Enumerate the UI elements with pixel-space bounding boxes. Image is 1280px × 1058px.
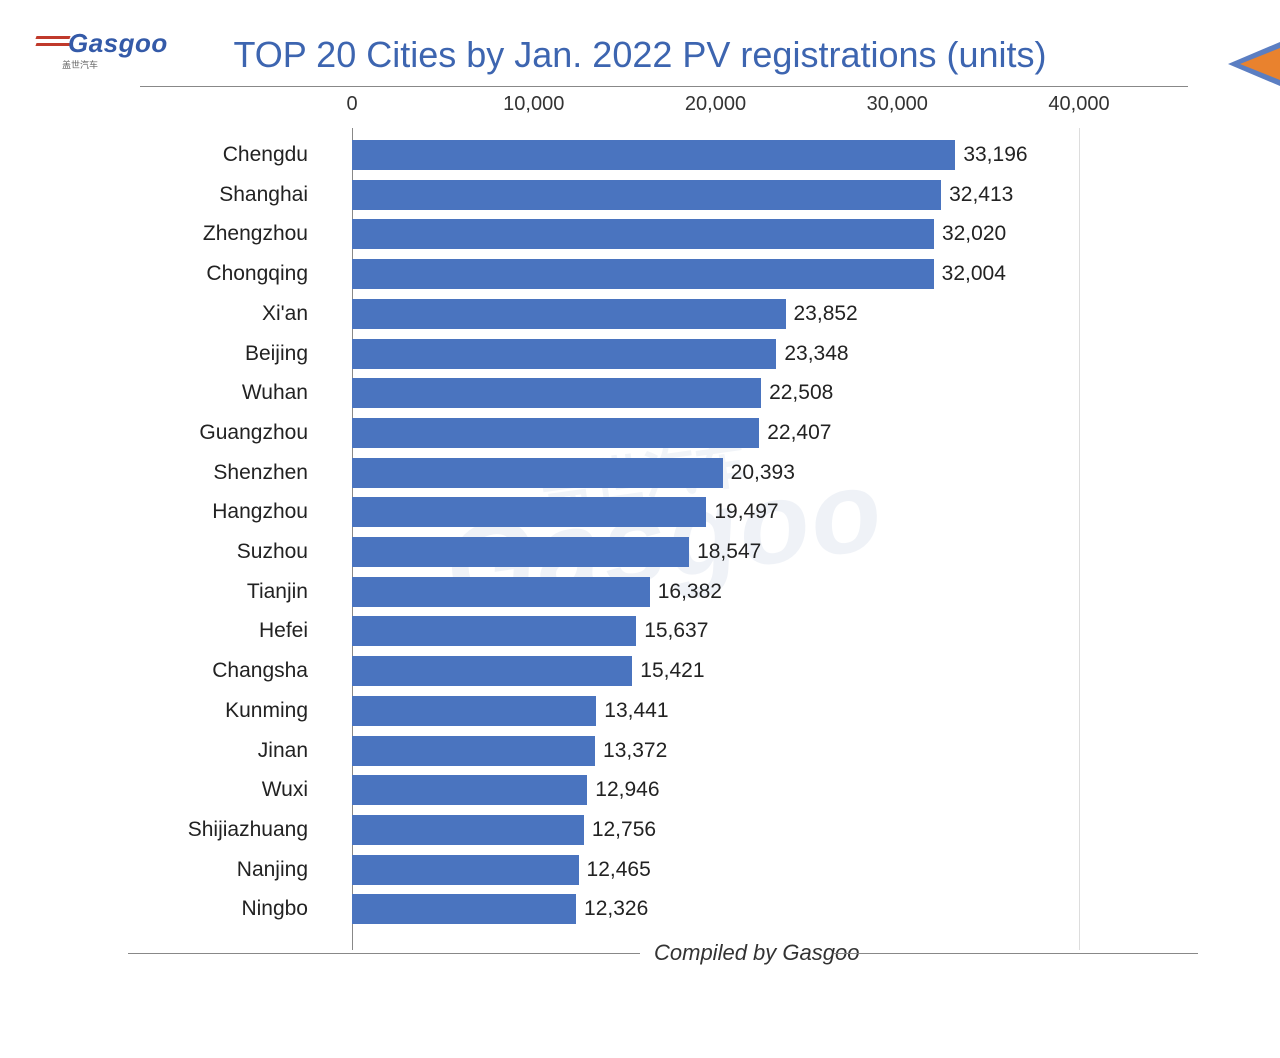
bar: [352, 378, 761, 408]
brand-subtitle: 盖世汽车: [62, 58, 98, 71]
bar-category-label: Jinan: [258, 739, 330, 763]
footer-divider-right: [834, 953, 1198, 954]
bar: [352, 140, 955, 170]
x-tick-label: 40,000: [1048, 93, 1109, 116]
bar-category-label: Tianjin: [247, 580, 330, 604]
bar-row: Xi'an 23,852: [140, 299, 1188, 329]
bar-value-label: 22,407: [759, 421, 831, 445]
bar-value-label: 23,348: [776, 342, 848, 366]
bar: [352, 458, 723, 488]
bar-value-label: 12,756: [584, 818, 656, 842]
bar-row: Nanjing 12,465: [140, 855, 1188, 885]
bar-value-label: 13,372: [595, 739, 667, 763]
bar: [352, 656, 632, 686]
bar-value-label: 32,020: [934, 222, 1006, 246]
bar-category-label: Ningbo: [241, 897, 330, 921]
footer-credit: Compiled by Gasgoo: [654, 940, 859, 966]
bar-row: Shanghai 32,413: [140, 180, 1188, 210]
bar-value-label: 23,852: [786, 302, 858, 326]
bar-category-label: Beijing: [245, 342, 330, 366]
bar-category-label: Chengdu: [223, 143, 330, 167]
bar-row: Wuhan 22,508: [140, 378, 1188, 408]
bar-row: Changsha 15,421: [140, 656, 1188, 686]
bar-row: Shenzhen 20,393: [140, 458, 1188, 488]
bar-row: Zhengzhou 32,020: [140, 219, 1188, 249]
bar-category-label: Xi'an: [262, 302, 330, 326]
bar: [352, 219, 934, 249]
x-tick-label: 0: [346, 93, 357, 116]
chart-area: 010,00020,00030,00040,000 盖世汽车 Gasgoo Ch…: [140, 90, 1188, 950]
bar-row: Ningbo 12,326: [140, 894, 1188, 924]
bar: [352, 537, 689, 567]
plot-region: 盖世汽车 Gasgoo Chengdu33,196Shanghai32,413Z…: [140, 128, 1188, 950]
x-tick-label: 20,000: [685, 93, 746, 116]
bar: [352, 696, 596, 726]
bar: [352, 775, 587, 805]
bar-row: Hangzhou 19,497: [140, 497, 1188, 527]
bar: [352, 339, 776, 369]
bar-row: Chengdu 33,196: [140, 140, 1188, 170]
bar-row: Chongqing 32,004: [140, 259, 1188, 289]
bar-category-label: Shijiazhuang: [188, 818, 330, 842]
bar-category-label: Shanghai: [219, 183, 330, 207]
bar-category-label: Wuhan: [242, 381, 330, 405]
bar: [352, 616, 636, 646]
bar-value-label: 13,441: [596, 699, 668, 723]
bar-row: Wuxi 12,946: [140, 775, 1188, 805]
bar-category-label: Chongqing: [206, 262, 330, 286]
bar-value-label: 12,465: [579, 858, 651, 882]
bar-value-label: 15,637: [636, 619, 708, 643]
bar: [352, 259, 934, 289]
bar: [352, 577, 650, 607]
bar: [352, 736, 595, 766]
bar: [352, 894, 576, 924]
x-tick-label: 30,000: [867, 93, 928, 116]
bar-category-label: Guangzhou: [199, 421, 330, 445]
logo-stripes: [36, 36, 70, 54]
footer-divider-left: [128, 953, 640, 954]
bar-row: Beijing 23,348: [140, 339, 1188, 369]
bar: [352, 815, 584, 845]
bar-row: Jinan 13,372: [140, 736, 1188, 766]
x-axis: 0 10,000 20,000 30,000 40,000: [140, 90, 1188, 120]
x-tick-label: 10,000: [503, 93, 564, 116]
bar-row: Guangzhou 22,407: [140, 418, 1188, 448]
bar-value-label: 32,413: [941, 183, 1013, 207]
bar-value-label: 18,547: [689, 540, 761, 564]
bar-value-label: 20,393: [723, 461, 795, 485]
bar-category-label: Hangzhou: [212, 500, 330, 524]
bar: [352, 418, 759, 448]
bar-row: Tianjin 16,382: [140, 577, 1188, 607]
bar: [352, 855, 579, 885]
bar-category-label: Nanjing: [237, 858, 330, 882]
bar-category-label: Changsha: [212, 659, 330, 683]
brand-logo: Gasgoo: [68, 28, 168, 59]
bar-value-label: 32,004: [934, 262, 1006, 286]
bar-category-label: Zhengzhou: [203, 222, 330, 246]
bar-value-label: 12,946: [587, 778, 659, 802]
bar-row: Hefei 15,637: [140, 616, 1188, 646]
bar-value-label: 22,508: [761, 381, 833, 405]
bar: [352, 299, 786, 329]
bar-category-label: Suzhou: [237, 540, 330, 564]
bar-category-label: Shenzhen: [213, 461, 330, 485]
bar-category-label: Kunming: [225, 699, 330, 723]
bar-value-label: 19,497: [706, 500, 778, 524]
bar-row: Suzhou 18,547: [140, 537, 1188, 567]
chart-title: TOP 20 Cities by Jan. 2022 PV registrati…: [233, 34, 1046, 76]
bar-value-label: 33,196: [955, 143, 1027, 167]
bar: [352, 180, 941, 210]
corner-arrow-icon: [1210, 42, 1280, 86]
bar-category-label: Wuxi: [262, 778, 330, 802]
bar-value-label: 12,326: [576, 897, 648, 921]
bar-value-label: 16,382: [650, 580, 722, 604]
bar-row: Shijiazhuang 12,756: [140, 815, 1188, 845]
bar-value-label: 15,421: [632, 659, 704, 683]
bar-row: Kunming 13,441: [140, 696, 1188, 726]
bar: [352, 497, 706, 527]
bar-category-label: Hefei: [259, 619, 330, 643]
title-underline: [140, 86, 1188, 87]
